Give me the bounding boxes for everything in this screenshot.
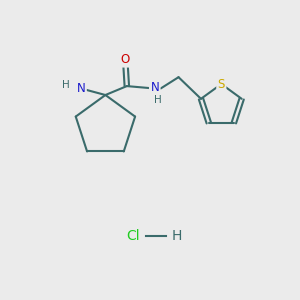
Text: S: S (218, 77, 225, 91)
Text: Cl: Cl (126, 229, 140, 243)
Text: N: N (77, 82, 85, 95)
Text: H: H (154, 95, 162, 105)
Text: H: H (62, 80, 70, 90)
Text: N: N (150, 81, 159, 94)
Text: H: H (171, 229, 182, 243)
Text: O: O (121, 53, 130, 66)
